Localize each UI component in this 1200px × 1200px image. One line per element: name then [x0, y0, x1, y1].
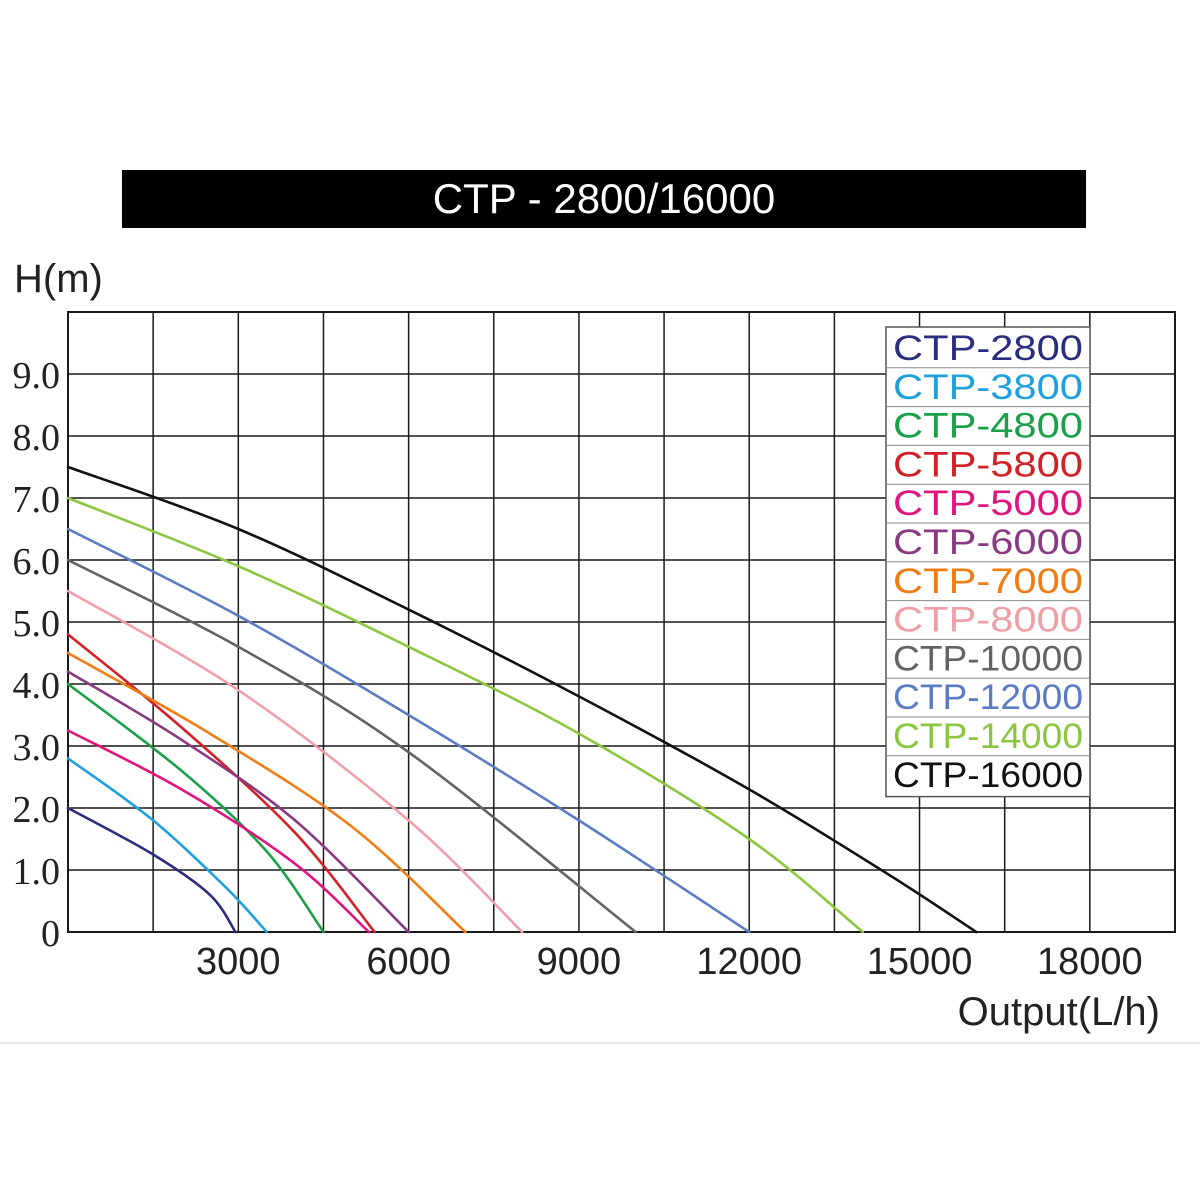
legend: CTP-2800CTP-3800CTP-4800CTP-5800CTP-5000…	[885, 326, 1091, 798]
y-tick-label: 6.0	[13, 541, 61, 583]
series-line-ctp-2800	[66, 806, 237, 934]
y-tick-label: 4.0	[13, 665, 61, 707]
x-tick-label: 15000	[867, 941, 973, 983]
y-tick-label: 9.0	[13, 355, 61, 397]
x-tick-label: 18000	[1037, 941, 1143, 983]
y-axis-label: H(m)	[14, 257, 103, 301]
x-tick-label: 3000	[196, 941, 281, 983]
legend-entry-ctp-16000: CTP-16000	[893, 756, 1083, 795]
legend-entry-ctp-2800: CTP-2800	[893, 329, 1083, 368]
y-tick-label: 0	[41, 913, 60, 955]
legend-entry-ctp-5800: CTP-5800	[893, 445, 1083, 484]
y-tick-label: 5.0	[13, 603, 61, 645]
title-background	[122, 170, 1086, 228]
x-axis-label: Output(L/h)	[958, 990, 1160, 1034]
legend-entry-ctp-7000: CTP-7000	[893, 562, 1083, 601]
legend-entry-ctp-12000: CTP-12000	[893, 678, 1083, 717]
series-line-ctp-4800	[66, 682, 325, 934]
y-tick-label: 2.0	[13, 789, 61, 831]
series-line-ctp-14000	[66, 496, 865, 934]
x-tick-label: 12000	[696, 941, 802, 983]
series-line-ctp-12000	[66, 527, 751, 934]
y-tick-label: 8.0	[13, 417, 61, 459]
chart-title: CTP - 2800/16000	[433, 175, 775, 222]
series-line-ctp-8000	[66, 589, 524, 934]
series-line-ctp-6000	[66, 670, 410, 934]
y-tick-label: 7.0	[13, 479, 61, 521]
legend-entry-ctp-5000: CTP-5000	[893, 484, 1083, 523]
series-line-ctp-5000	[66, 729, 371, 934]
y-tick-labels: 0 1.0 2.0 3.0 4.0 5.0 6.0 7.0 8.0 9.0	[13, 355, 61, 955]
x-tick-labels: 3000 6000 9000 12000 15000 18000	[196, 941, 1143, 983]
series-line-ctp-10000	[66, 558, 637, 934]
series-line-ctp-7000	[66, 651, 467, 934]
legend-entry-ctp-14000: CTP-14000	[893, 717, 1083, 756]
title-bar: CTP - 2800/16000	[122, 170, 1086, 228]
legend-entry-ctp-3800: CTP-3800	[893, 368, 1083, 407]
x-tick-label: 9000	[537, 941, 622, 983]
y-tick-label: 3.0	[13, 727, 61, 769]
y-tick-label: 1.0	[13, 851, 61, 893]
series-line-ctp-16000	[66, 465, 978, 934]
series-lines	[66, 465, 978, 934]
series-line-ctp-3800	[66, 757, 268, 934]
x-tick-label: 6000	[366, 941, 451, 983]
legend-entry-ctp-8000: CTP-8000	[893, 601, 1083, 640]
legend-entry-ctp-6000: CTP-6000	[893, 523, 1083, 562]
legend-entry-ctp-10000: CTP-10000	[893, 639, 1083, 678]
legend-entry-ctp-4800: CTP-4800	[893, 407, 1083, 446]
